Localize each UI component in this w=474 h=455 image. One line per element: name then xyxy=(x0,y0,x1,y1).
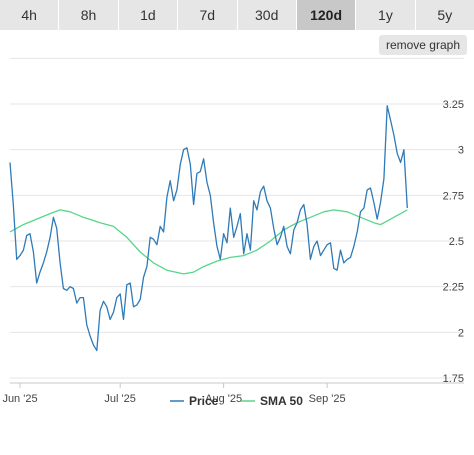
tab-7d[interactable]: 7d xyxy=(178,0,238,30)
y-tick-label: 2.75 xyxy=(443,190,464,202)
x-tick-label: Aug '25 xyxy=(205,393,242,405)
series-lines xyxy=(9,105,408,352)
y-tick-label: 2.25 xyxy=(443,282,464,294)
tab-1d[interactable]: 1d xyxy=(118,0,179,30)
price-series-line xyxy=(9,105,408,352)
remove-graph-button[interactable]: remove graph xyxy=(378,35,467,55)
y-axis-ticks: 3.25 3 2.75 2.5 2.25 2 1.75 xyxy=(443,99,464,385)
legend-price-label[interactable]: Price xyxy=(189,394,219,408)
legend-sma50-label[interactable]: SMA 50 xyxy=(260,394,303,408)
x-tick-label: Jul '25 xyxy=(104,393,135,405)
grid-lines xyxy=(10,57,464,384)
y-tick-label: 1.75 xyxy=(443,373,464,385)
tab-120d[interactable]: 120d xyxy=(296,0,357,30)
tab-4h[interactable]: 4h xyxy=(0,0,60,30)
y-tick-label: 3 xyxy=(458,145,464,157)
y-tick-label: 3.25 xyxy=(443,99,464,111)
y-tick-label: 2.5 xyxy=(449,236,464,248)
timeframe-tabs: 4h 8h 1d 7d 30d 120d 1y 5y xyxy=(0,0,474,30)
x-tick-label: Jun '25 xyxy=(2,393,37,405)
tab-5y[interactable]: 5y xyxy=(415,0,474,30)
tab-8h[interactable]: 8h xyxy=(59,0,119,30)
x-tick-label: Sep '25 xyxy=(309,393,346,405)
y-tick-label: 2 xyxy=(458,327,464,339)
tab-30d[interactable]: 30d xyxy=(237,0,297,30)
sma50-series-line xyxy=(9,209,408,275)
legend: Price SMA 50 xyxy=(170,394,303,408)
tab-1y[interactable]: 1y xyxy=(356,0,416,30)
x-axis-ticks: Jun '25 Jul '25 Aug '25 Sep '25 xyxy=(2,383,346,405)
